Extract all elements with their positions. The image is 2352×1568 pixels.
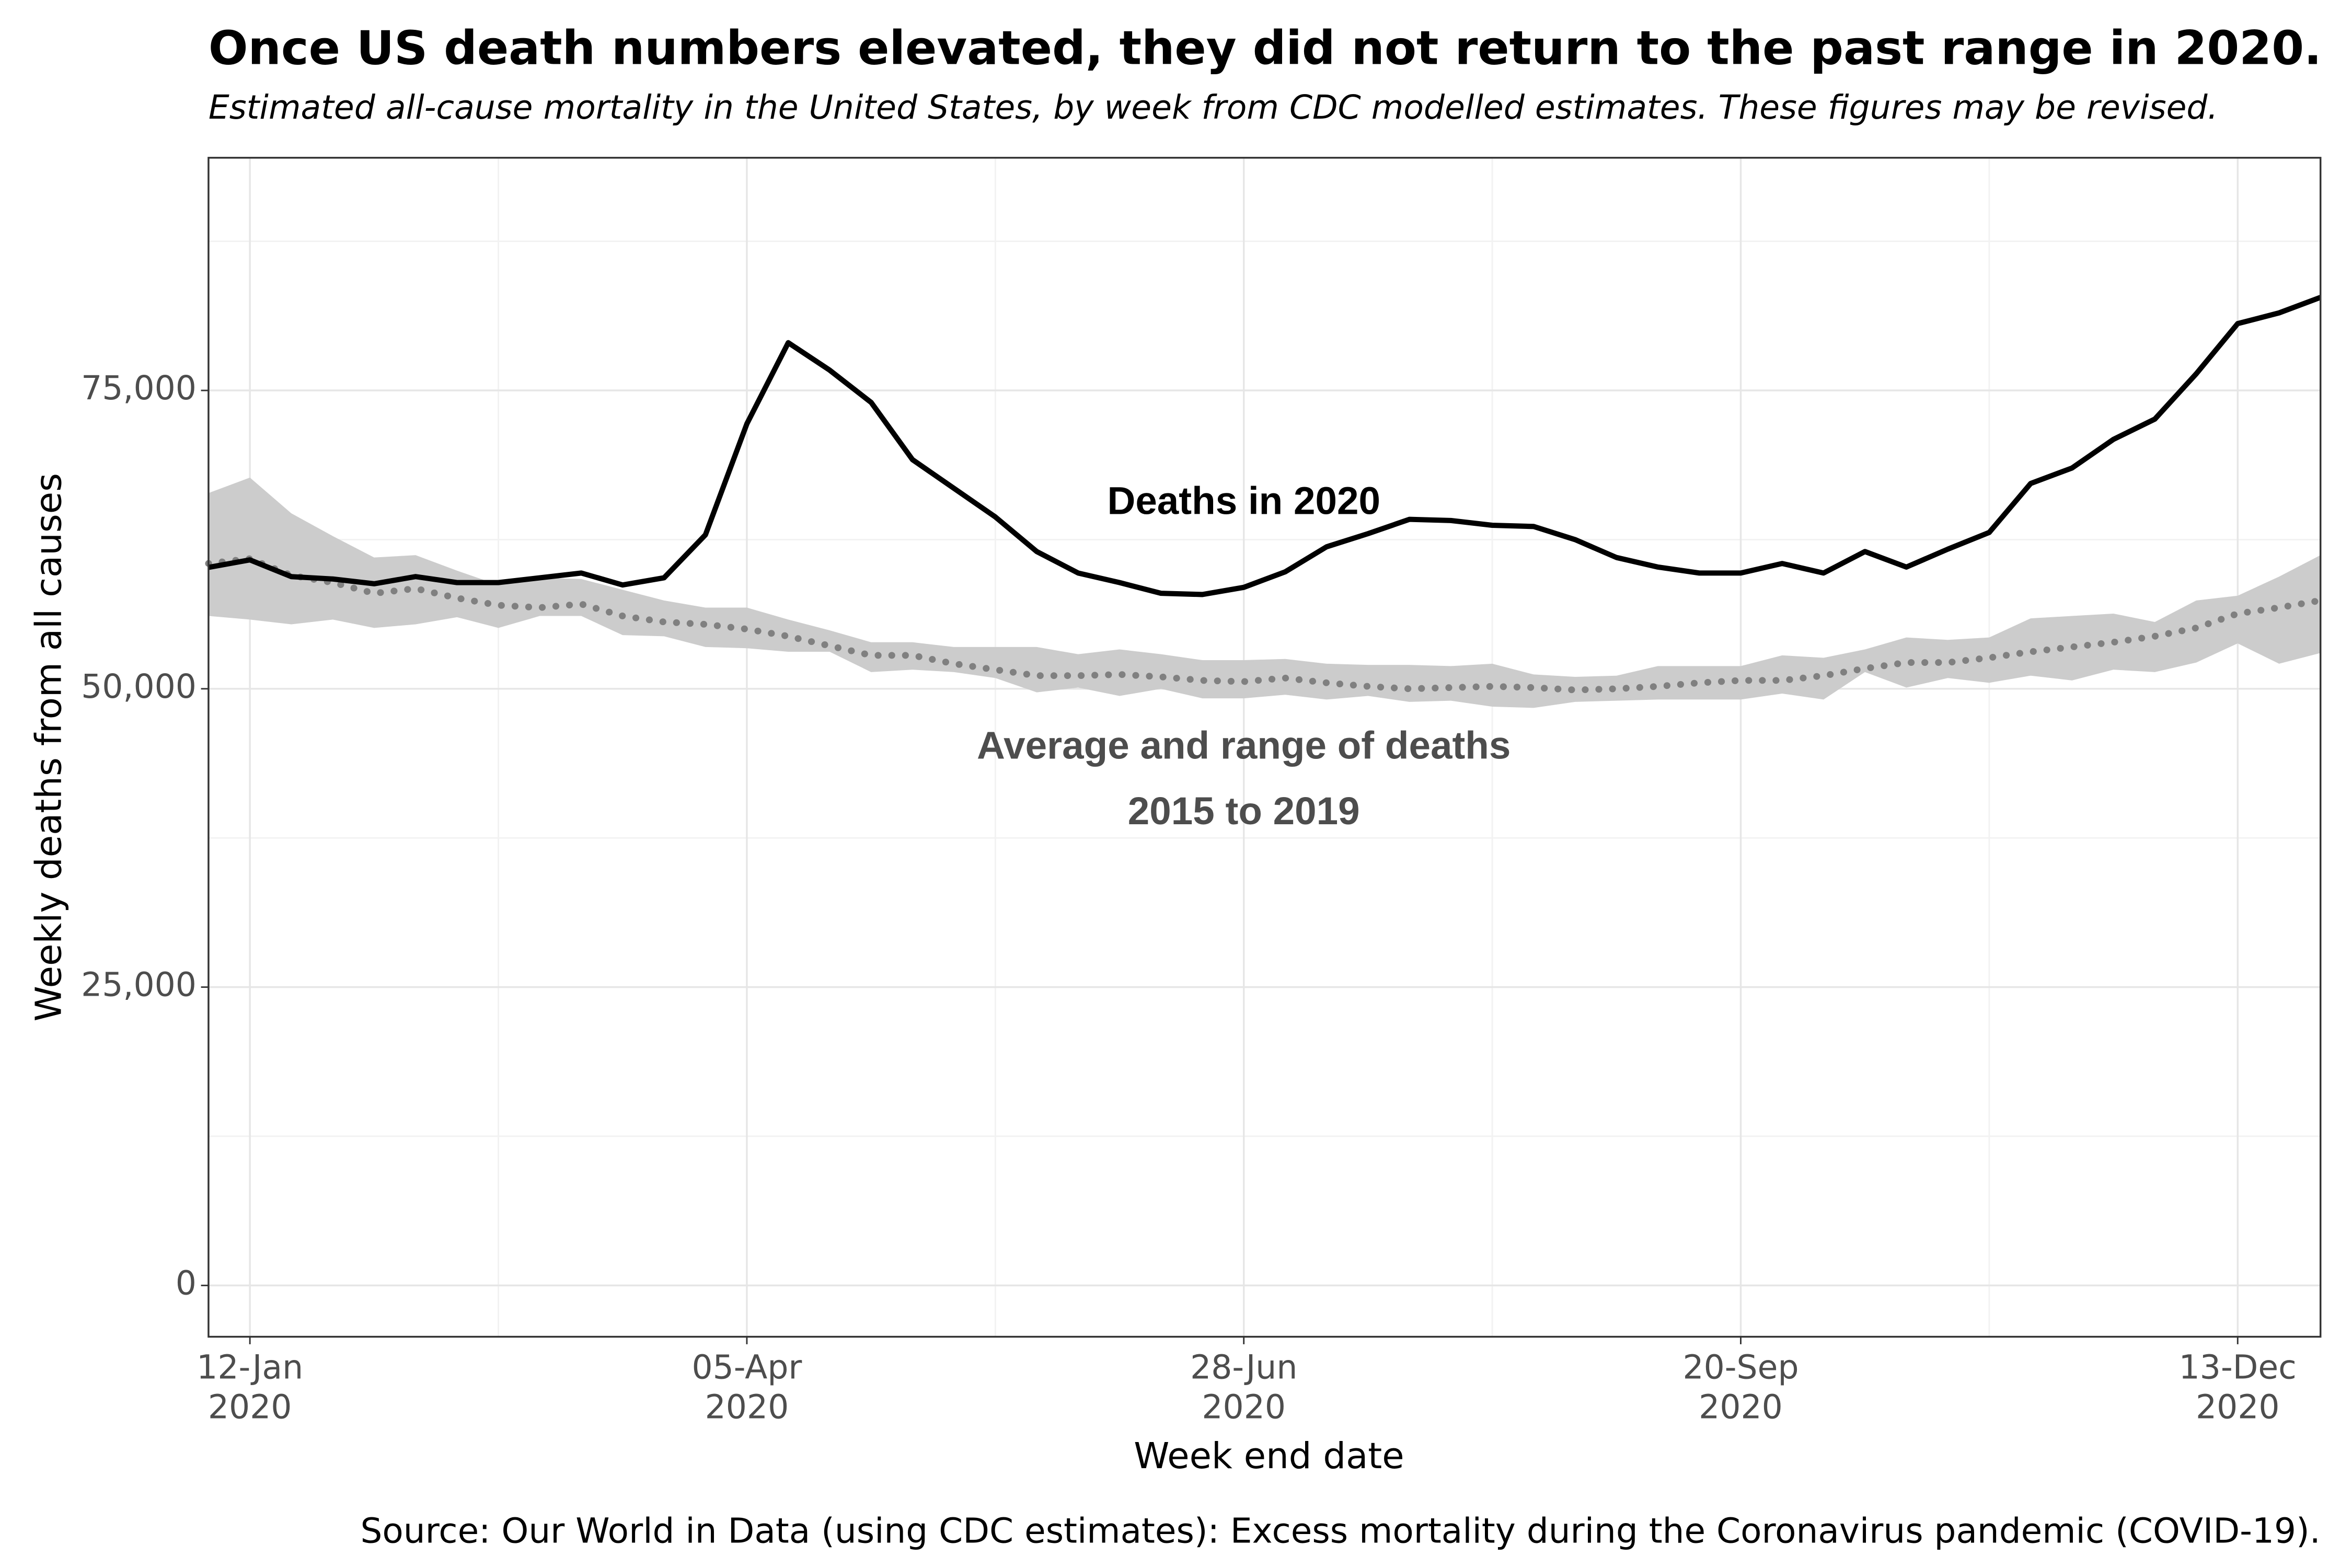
- chart-title: Once US death numbers elevated, they did…: [209, 20, 2322, 75]
- series-line: [205, 555, 2324, 694]
- source-note: Source: Our World in Data (using CDC est…: [361, 1511, 2321, 1551]
- annotation: Deaths in 2020: [1107, 479, 1380, 523]
- x-axis-label: Week end date: [1134, 1435, 1404, 1477]
- series-line: [208, 295, 2322, 597]
- y-tick-label: 0: [176, 1263, 197, 1302]
- annotation: 2015 to 2019: [1128, 789, 1360, 833]
- x-tick-label: 28-Jun 2020: [1190, 1348, 1297, 1426]
- x-tick-label: 05-Apr 2020: [691, 1348, 802, 1426]
- y-tick-label: 25,000: [81, 965, 197, 1004]
- annotation: Average and range of deaths: [977, 723, 1511, 767]
- x-tick-label: 13-Dec 2020: [2179, 1348, 2297, 1426]
- chart-subtitle: Estimated all-cause mortality in the Uni…: [209, 88, 2218, 126]
- range-band: [208, 477, 2321, 708]
- x-tick-label: 12-Jan 2020: [197, 1348, 303, 1426]
- y-tick-label: 50,000: [81, 667, 197, 706]
- y-axis-label: Weekly deaths from all causes: [28, 473, 70, 1021]
- x-tick-label: 20-Sep 2020: [1682, 1348, 1798, 1426]
- y-tick-label: 75,000: [81, 368, 197, 407]
- plot-border: [207, 157, 2322, 1338]
- grid: [208, 157, 2321, 1337]
